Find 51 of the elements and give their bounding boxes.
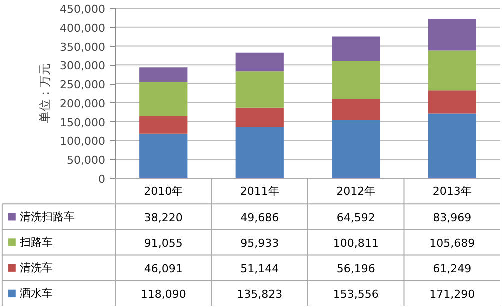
- y-tick-label: 0: [98, 173, 106, 186]
- y-tick-label: 250,000: [60, 78, 106, 92]
- y-tick-label: 450,000: [60, 3, 106, 16]
- data-label: 171,290: [430, 288, 476, 302]
- bar: [140, 82, 188, 116]
- bar: [332, 36, 380, 62]
- y-tick-label: 350,000: [60, 40, 106, 54]
- y-tick-label: 200,000: [60, 97, 106, 110]
- legend-label: 清洗扫路车: [20, 210, 75, 224]
- legend-label: 清洗车: [20, 262, 53, 275]
- data-label: 118,090: [140, 288, 186, 302]
- data-label: 135,823: [237, 288, 283, 302]
- bar: [428, 19, 476, 51]
- bar: [428, 90, 476, 114]
- bar: [140, 68, 188, 82]
- legend-label: 洒水车: [20, 287, 53, 300]
- data-label: 46,091: [144, 262, 183, 276]
- y-tick-label: 100,000: [60, 135, 106, 148]
- data-label: 91,055: [144, 237, 183, 250]
- x-tick-label: 2013年: [432, 184, 472, 198]
- y-tick-label: 300,000: [60, 60, 106, 73]
- bar: [236, 127, 284, 178]
- bar: [236, 52, 284, 72]
- data-label: 38,220: [144, 211, 183, 224]
- x-tick-label: 2011年: [240, 184, 280, 198]
- y-tick-label: 400,000: [60, 22, 106, 35]
- data-label: 49,686: [240, 211, 280, 224]
- bar: [236, 108, 284, 128]
- bar: [140, 116, 188, 134]
- data-label: 61,249: [433, 262, 472, 276]
- data-label: 64,592: [336, 211, 376, 224]
- data-label: 105,689: [430, 237, 476, 250]
- data-label: 100,811: [333, 237, 379, 250]
- x-tick-label: 2012年: [336, 184, 376, 198]
- x-tick-label: 2010年: [144, 184, 184, 198]
- bar: [332, 99, 380, 120]
- bar: [428, 50, 476, 91]
- bar: [332, 120, 380, 178]
- y-tick-label: 50,000: [67, 154, 106, 168]
- data-label: 51,144: [240, 262, 280, 276]
- y-tick-label: 150,000: [60, 116, 106, 130]
- data-label: 56,196: [336, 262, 376, 276]
- data-label: 153,556: [333, 288, 379, 302]
- y-axis-title: 单位：万元: [38, 64, 52, 124]
- data-label: 95,933: [240, 237, 280, 250]
- bar: [332, 61, 380, 100]
- data-label: 83,969: [433, 211, 472, 224]
- legend-label: 扫路车: [18, 236, 53, 249]
- bar: [428, 114, 476, 178]
- bar: [236, 72, 284, 108]
- bar: [140, 134, 188, 178]
